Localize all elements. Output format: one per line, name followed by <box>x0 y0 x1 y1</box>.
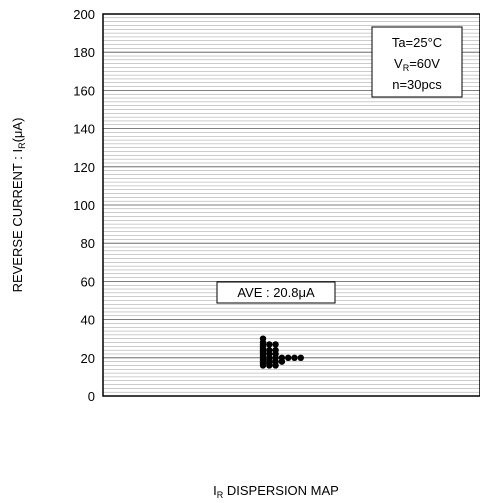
y-tick-label: 180 <box>73 45 95 60</box>
x-axis-title-rest: DISPERSION MAP <box>223 483 339 498</box>
average-box <box>216 281 336 304</box>
y-tick-labels: 0 20 40 60 80 100 120 140 160 180 200 <box>73 7 95 404</box>
data-point <box>297 354 304 361</box>
data-point <box>266 341 273 348</box>
x-axis-title-sub: R <box>217 490 224 500</box>
data-point <box>291 354 298 361</box>
conditions-temp-text: Ta=25°C <box>392 35 442 50</box>
y-axis-title: REVERSE CURRENT : IR(μA) <box>10 118 27 293</box>
y-tick-label: 60 <box>81 274 95 289</box>
y-tick-label: 40 <box>81 313 95 328</box>
data-points <box>259 335 304 369</box>
conditions-line-temp: Ta=25°C <box>392 35 442 50</box>
x-axis-title-main: I <box>213 483 217 498</box>
y-tick-label: 120 <box>73 160 95 175</box>
conditions-line-voltage: VR=60V <box>394 56 440 73</box>
x-axis-title: IR DISPERSION MAP <box>213 483 339 500</box>
y-axis-title-unit: (μA) <box>10 118 25 143</box>
data-point <box>285 354 292 361</box>
conditions-count-text: n=30pcs <box>392 77 442 92</box>
y-tick-label: 80 <box>81 236 95 251</box>
data-point <box>278 354 286 361</box>
data-point <box>272 346 279 354</box>
y-axis-title-sub: R <box>17 142 27 149</box>
conditions-voltage-rest: =60V <box>409 56 440 71</box>
conditions-line-count: n=30pcs <box>392 77 442 92</box>
conditions-box <box>371 26 463 98</box>
y-tick-label: 140 <box>73 122 95 137</box>
plot-frame <box>102 13 480 397</box>
y-tick-label: 200 <box>73 7 95 22</box>
average-annotation: AVE : 20.8μA <box>237 285 315 300</box>
grid-lines <box>103 17 480 393</box>
data-point <box>272 341 279 348</box>
data-point <box>259 335 267 342</box>
y-tick-label: 0 <box>88 389 95 404</box>
conditions-voltage-sub: R <box>403 63 410 73</box>
y-tick-label: 160 <box>73 83 95 98</box>
data-point <box>266 346 273 354</box>
y-axis-title-main: REVERSE CURRENT : I <box>10 149 25 293</box>
y-tick-label: 100 <box>73 198 95 213</box>
conditions-voltage-v: V <box>394 56 403 71</box>
y-tick-label: 20 <box>81 351 95 366</box>
